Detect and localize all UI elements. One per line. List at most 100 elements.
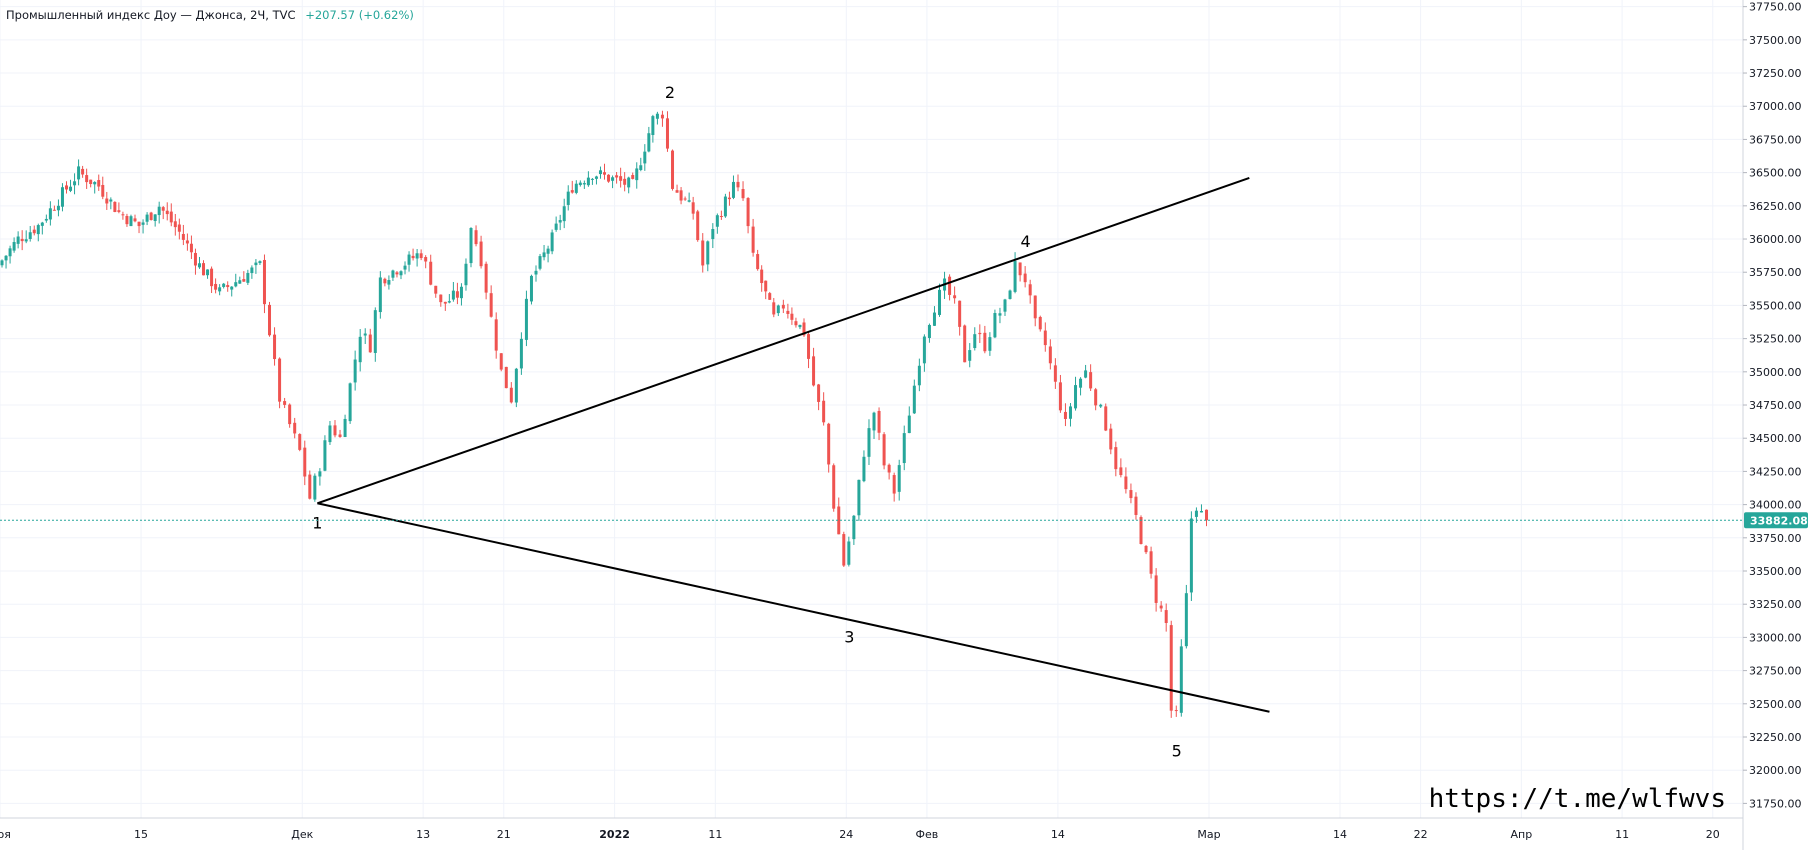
candle-body [64,185,68,190]
price-axis[interactable]: 37750.00 37500.00 37250.00 37000.00 36750.00… [1743,1,1802,811]
price-tick-label: 31750.00 [1749,797,1802,810]
candle-body [1043,330,1047,346]
candle-body [519,338,523,369]
candle-body [550,232,554,252]
candle-body [338,434,342,437]
candle-body [731,181,735,198]
candle-body [499,353,503,370]
candle-body [827,423,831,465]
price-tick-label: 36250.00 [1749,200,1802,213]
candle-body [1008,290,1012,299]
price-tick-label: 32750.00 [1749,665,1802,678]
candle-body [817,384,821,402]
candle-body [479,241,483,267]
candle-body [546,248,550,254]
candle-body [786,310,790,314]
candle-body [1189,518,1193,593]
candle-body [222,283,226,287]
candle-body [948,276,952,295]
candle-body [1063,411,1067,419]
candle-body [696,211,700,241]
candle-body [922,336,926,364]
trendlines[interactable] [317,176,1270,713]
candle-body [631,175,635,179]
price-change: +207.57 (+0.62%) [305,8,414,22]
candle-body [125,215,129,225]
time-tick-label: 14 [1333,828,1347,841]
candle-body [218,287,222,292]
last-price-label: 33882.08 [1750,514,1808,527]
candle-body [1104,406,1108,431]
candle-body [137,221,141,227]
time-axis[interactable]: Ноя 15 Дек 13 21 2022 11 24 Фев 14 Мар 14 22 Апр 11 20 [0,828,1720,841]
trendline[interactable] [317,502,1270,713]
candle-body [226,285,230,288]
candle-body [1013,260,1017,292]
candle-body [509,387,513,403]
candle-body [434,285,438,294]
candle-body [615,175,619,178]
chart-title: Промышленный индекс Доу — Джонса, 2Ч, TV… [6,8,414,22]
candle-body [443,301,447,304]
candle-body [1003,299,1007,312]
candle-body [847,541,851,565]
candle-body [504,366,508,389]
wave-label-4: 4 [1021,232,1031,251]
candle-body [562,206,566,222]
candle-body [60,187,64,207]
candle-body [395,272,399,275]
candle-body [348,383,352,422]
candle-body [399,271,403,276]
candle-body [917,365,921,386]
candle-body [798,324,802,328]
candle-body [794,321,798,326]
candle-body [474,230,478,245]
candle-body [447,301,451,303]
candle-body [36,225,40,235]
candle-body [1028,284,1032,296]
candle-body [1149,551,1153,574]
candle-body [378,277,382,313]
trendline[interactable] [317,176,1250,505]
candle-body [1074,385,1078,409]
symbol-title: Промышленный индекс Доу — Джонса, 2Ч, TV… [6,8,296,22]
candle-body [242,279,246,282]
candle-body [832,465,836,509]
candle-body [121,214,125,216]
candle-body [660,114,664,119]
candle-body [1204,509,1208,521]
candle-body [862,456,866,482]
candle-body [751,226,755,253]
candle-body [958,300,962,327]
price-tick-label: 35000.00 [1749,366,1802,379]
candle-body [607,174,611,182]
candle-body [772,302,776,315]
candle-body [411,255,415,259]
candle-body [582,183,586,185]
price-tick-label: 34250.00 [1749,465,1802,478]
candle-body [4,255,8,261]
price-tick-label: 34500.00 [1749,432,1802,445]
candle-body [1114,447,1118,470]
candle-body [671,150,675,189]
candle-body [635,168,639,181]
candle-body [852,515,856,540]
candle-body [424,257,428,262]
candle-body [415,253,419,259]
candle-body [81,168,85,175]
price-tick-label: 37000.00 [1749,100,1802,113]
candle-body [1068,406,1072,419]
candle-body [8,248,12,257]
candle-body [484,263,488,293]
candle-body [363,333,367,336]
candle-body [988,337,992,351]
candle-body [328,425,332,443]
candle-body [776,305,780,314]
candle-body [141,222,145,225]
candle-body [283,401,287,405]
candle-body [683,198,687,200]
candle-body [932,312,936,326]
candle-body [623,178,627,185]
candle-body [590,178,594,180]
